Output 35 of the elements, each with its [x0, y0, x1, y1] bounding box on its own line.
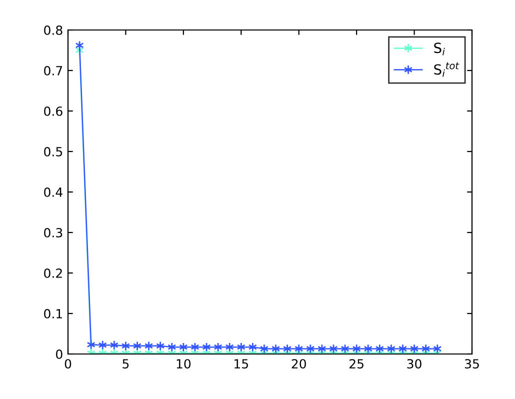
point: [260, 344, 269, 354]
point: [422, 344, 430, 354]
y-tick-label: 0.5: [44, 146, 62, 156]
point: [283, 344, 292, 354]
legend-label: S$_{i}$: [434, 42, 445, 56]
x-tick-label: 15: [234, 359, 248, 369]
point: [375, 344, 384, 354]
point: [433, 344, 442, 354]
point: [398, 344, 408, 354]
point: [86, 340, 96, 350]
x-tick-label: 30: [407, 359, 422, 369]
point: [132, 341, 142, 351]
point: [386, 344, 396, 354]
point: [306, 344, 315, 354]
y-tick-label: 0.7: [44, 66, 62, 76]
x-tick-label: 0: [64, 359, 72, 369]
point: [294, 344, 304, 354]
legend-label: S$_{i}$$^{tot}$: [434, 62, 460, 77]
point: [410, 344, 419, 354]
x-tick-label: 5: [122, 359, 129, 369]
x-tick-label: 25: [350, 359, 364, 369]
point: [352, 344, 361, 354]
x-tick-label: 10: [176, 359, 191, 369]
y-tick-label: 0: [56, 349, 62, 359]
x-tick-label: 20: [292, 359, 306, 369]
y-tick-label: 0.3: [44, 228, 62, 238]
y-tick-label: 0.6: [44, 106, 62, 116]
point: [364, 344, 372, 354]
point: [271, 344, 280, 354]
y-tick-label: 0.1: [44, 308, 62, 318]
y-tick-label: 0.2: [44, 268, 62, 278]
point: [318, 344, 326, 354]
y-tick-label: 0.4: [44, 187, 62, 197]
y-tick-label: 0.8: [44, 25, 62, 35]
x-tick-label: 35: [465, 359, 479, 369]
